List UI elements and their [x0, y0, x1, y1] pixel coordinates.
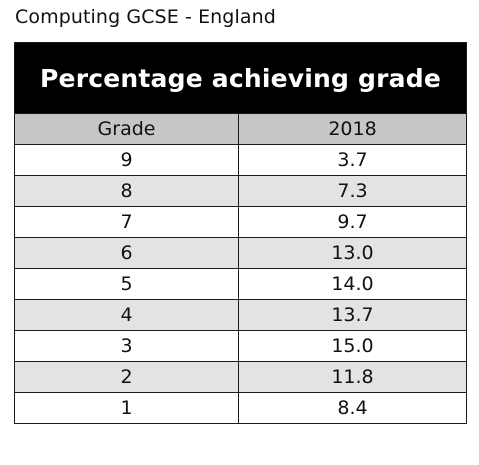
table-row: 3 15.0	[14, 330, 468, 362]
percentage-cell: 14.0	[237, 268, 468, 300]
table-row: 9 3.7	[14, 144, 468, 176]
grade-cell: 8	[14, 175, 239, 207]
grade-cell: 9	[14, 144, 239, 176]
table-row: 4 13.7	[14, 299, 468, 331]
table-header-row: Grade 2018	[14, 113, 468, 145]
percentage-cell: 13.7	[237, 299, 468, 331]
percentage-cell: 3.7	[237, 144, 468, 176]
table-row: 8 7.3	[14, 175, 468, 207]
column-header-year: 2018	[237, 113, 468, 145]
grade-cell: 2	[14, 361, 239, 393]
grade-cell: 5	[14, 268, 239, 300]
grade-cell: 4	[14, 299, 239, 331]
percentage-cell: 15.0	[237, 330, 468, 362]
grade-table: Percentage achieving grade Grade 2018 9 …	[13, 42, 468, 424]
grade-cell: 1	[14, 392, 239, 424]
table-row: 5 14.0	[14, 268, 468, 300]
grade-cell: 3	[14, 330, 239, 362]
table-row: 1 8.4	[14, 392, 468, 424]
page-caption: Computing GCSE - England	[15, 6, 276, 28]
percentage-cell: 7.3	[237, 175, 468, 207]
grade-cell: 7	[14, 206, 239, 238]
grade-cell: 6	[14, 237, 239, 269]
percentage-cell: 11.8	[237, 361, 468, 393]
table-row: 6 13.0	[14, 237, 468, 269]
percentage-cell: 13.0	[237, 237, 468, 269]
table-row: 7 9.7	[14, 206, 468, 238]
table-title: Percentage achieving grade	[13, 42, 468, 114]
percentage-cell: 9.7	[237, 206, 468, 238]
table-row: 2 11.8	[14, 361, 468, 393]
percentage-cell: 8.4	[237, 392, 468, 424]
column-header-grade: Grade	[14, 113, 239, 145]
